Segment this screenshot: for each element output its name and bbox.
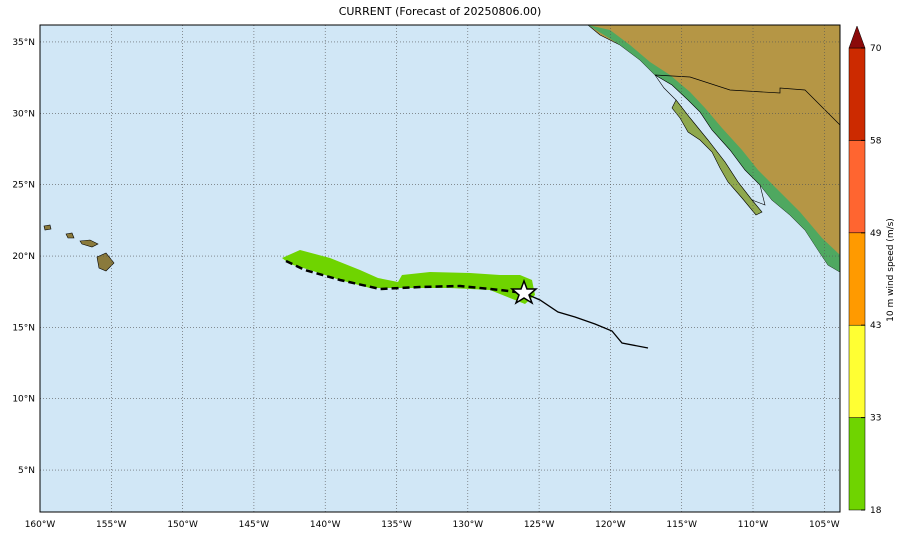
- x-tick-label: 160°W: [25, 520, 56, 530]
- oahu: [65, 232, 75, 239]
- x-tick-label: 115°W: [666, 520, 697, 530]
- colorbar-segment: [848, 232, 866, 326]
- x-tick-label: 140°W: [310, 520, 341, 530]
- colorbar-extension: [848, 25, 866, 49]
- colorbar-segment: [848, 47, 866, 141]
- x-tick-label: 105°W: [809, 520, 840, 530]
- x-tick-label: 125°W: [524, 520, 555, 530]
- hawaii: [96, 252, 115, 272]
- storm-position: [509, 278, 539, 305]
- land: [43, 25, 840, 273]
- colorbar-segment: [848, 140, 866, 234]
- kauai: [43, 224, 52, 231]
- colorbar-tick-label: 33: [870, 414, 881, 424]
- y-tick-label: 20°N: [12, 252, 35, 262]
- wind-swath: [282, 250, 535, 304]
- y-tick-label: 10°N: [12, 395, 35, 405]
- x-tick-label: 130°W: [453, 520, 484, 530]
- title: CURRENT (Forecast of 20250806.00): [339, 5, 542, 18]
- colorbar-label: 10 m wind speed (m/s): [886, 218, 896, 322]
- x-tick-label: 120°W: [595, 520, 626, 530]
- colorbar: 18 33 43 49 58 70: [848, 25, 882, 516]
- colorbar-tick-label: 18: [870, 506, 882, 516]
- y-tick-label: 5°N: [18, 466, 35, 476]
- colorbar-tick-label: 58: [870, 136, 882, 146]
- colorbar-segment: [848, 324, 866, 418]
- maui: [79, 239, 99, 248]
- map-frame: [39, 24, 841, 513]
- colorbar-tick-label: 70: [870, 44, 882, 54]
- colorbar-segment: [848, 417, 866, 511]
- baja-california: [671, 99, 763, 216]
- border: [654, 74, 840, 126]
- colorbar-tick-label: 43: [870, 321, 881, 331]
- x-tick-label: 135°W: [381, 520, 412, 530]
- y-tick-label: 25°N: [12, 181, 35, 191]
- x-tick-label: 150°W: [167, 520, 198, 530]
- x-tick-label: 155°W: [96, 520, 127, 530]
- y-tick-label: 35°N: [12, 38, 35, 48]
- past-track: [285, 259, 525, 295]
- x-tick-label: 145°W: [239, 520, 270, 530]
- y-tick-label: 15°N: [12, 323, 35, 333]
- colorbar-tick-label: 49: [870, 229, 882, 239]
- x-tick-label: 110°W: [738, 520, 769, 530]
- y-tick-label: 30°N: [12, 109, 35, 119]
- forecast-track: [523, 292, 649, 349]
- grid: [39, 25, 840, 512]
